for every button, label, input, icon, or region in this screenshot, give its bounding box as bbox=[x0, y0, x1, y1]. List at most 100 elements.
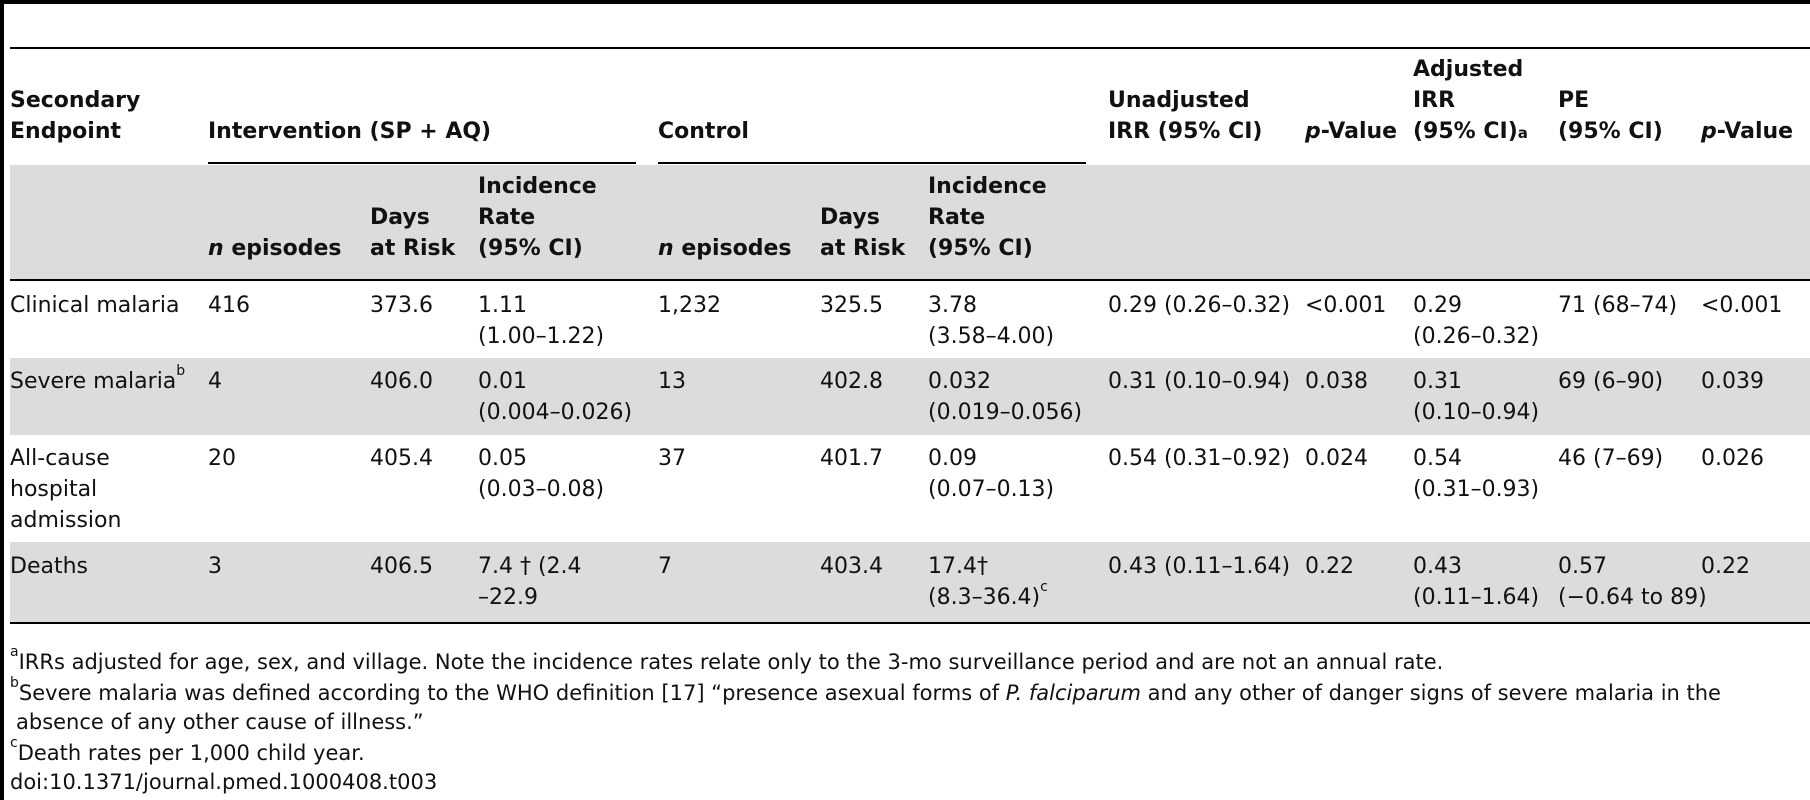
header-ctl-rate-line2: Rate bbox=[928, 205, 986, 230]
left-border bbox=[0, 0, 4, 800]
row2-adj-irr: 0.31 (0.10–0.94) bbox=[1413, 366, 1539, 428]
header-secondary-endpoint: Secondary Endpoint bbox=[10, 85, 140, 147]
doi-link[interactable]: doi:10.1371/journal.pmed.1000408.t003 bbox=[10, 770, 438, 794]
row4-int-days: 406.5 bbox=[370, 554, 433, 579]
row4-endpoint: Deaths bbox=[10, 554, 88, 579]
header-int-episodes: episodes bbox=[223, 236, 342, 261]
row4-pe-value: 0.57 bbox=[1558, 554, 1607, 579]
row4-ctl-days: 403.4 bbox=[820, 554, 883, 579]
header-bottom-rule bbox=[10, 279, 1810, 281]
subheader-shade bbox=[10, 165, 1810, 280]
footnote-c: cDeath rates per 1,000 child year. bbox=[10, 735, 365, 769]
row3-unadj-irr: 0.54 (0.31–0.92) bbox=[1108, 446, 1291, 471]
header-ctl-incidence-rate: Incidence Rate (95% CI) bbox=[928, 171, 1047, 264]
row2-int-rate-ci: (0.004–0.026) bbox=[478, 400, 633, 425]
footnote-b-text-2: and any other of danger signs of severe … bbox=[1140, 681, 1721, 705]
header-ctl-rate-line1: Incidence bbox=[928, 174, 1047, 199]
row4-pe-ci: (−0.64 to 89) bbox=[1558, 585, 1707, 610]
row2-adj-irr-value: 0.31 bbox=[1413, 369, 1462, 394]
row2-p-value-1: 0.038 bbox=[1305, 369, 1368, 394]
row4-p-value-2: 0.22 bbox=[1701, 554, 1750, 579]
row3-endpoint-line3: admission bbox=[10, 508, 122, 533]
header-ctl-episodes: episodes bbox=[673, 236, 792, 261]
header-unadjusted-irr-line1: Unadjusted bbox=[1108, 88, 1250, 113]
row4-ctl-rate-ci: (8.3–36.4)c bbox=[928, 579, 1048, 613]
header-ctl-n-episodes: n episodes bbox=[658, 233, 792, 264]
intervention-group-rule bbox=[208, 162, 636, 164]
row3-endpoint-line1: All-cause bbox=[10, 446, 110, 471]
header-ctl-days-line1: Days bbox=[820, 205, 880, 230]
row4-p-value-1: 0.22 bbox=[1305, 554, 1354, 579]
footnote-c-mark: c bbox=[10, 735, 18, 751]
row1-int-days: 373.6 bbox=[370, 293, 433, 318]
row1-adj-irr: 0.29 (0.26–0.32) bbox=[1413, 290, 1539, 352]
row1-p-value-2: <0.001 bbox=[1701, 293, 1783, 318]
row2-unadj-irr: 0.31 (0.10–0.94) bbox=[1108, 369, 1291, 394]
row2-adj-irr-ci: (0.10–0.94) bbox=[1413, 400, 1540, 425]
row3-ctl-rate-ci: (0.07–0.13) bbox=[928, 477, 1055, 502]
row3-pe: 46 (7–69) bbox=[1558, 446, 1664, 471]
row2-ctl-rate-value: 0.032 bbox=[928, 369, 991, 394]
header-adjusted-irr-line1: Adjusted bbox=[1413, 57, 1524, 82]
header-int-rate-line3: (95% CI) bbox=[478, 236, 583, 261]
table-bottom-rule bbox=[10, 622, 1810, 624]
row4-adj-irr: 0.43 (0.11–1.64) bbox=[1413, 551, 1539, 613]
row3-p-value-2: 0.026 bbox=[1701, 446, 1764, 471]
row2-int-days: 406.0 bbox=[370, 369, 433, 394]
header-ctl-days-at-risk: Days at Risk bbox=[820, 202, 905, 264]
row4-pe: 0.57 (−0.64 to 89) bbox=[1558, 551, 1707, 613]
row3-int-days: 405.4 bbox=[370, 446, 433, 471]
header-intervention-group: Intervention (SP + AQ) bbox=[208, 119, 492, 144]
footnote-c-text: Death rates per 1,000 child year. bbox=[17, 741, 365, 765]
row4-int-rate-ci: –22.9 bbox=[478, 585, 538, 610]
row4-int-n: 3 bbox=[208, 554, 222, 579]
row2-ctl-n: 13 bbox=[658, 369, 686, 394]
header-adjusted-irr-line3: (95% CI)a bbox=[1413, 116, 1528, 149]
row2-endpoint-note: b bbox=[176, 363, 186, 379]
header-pe-line2: (95% CI) bbox=[1558, 119, 1663, 144]
footnote-b-mark: b bbox=[10, 675, 19, 691]
row1-adj-irr-value: 0.29 bbox=[1413, 293, 1462, 318]
row3-adj-irr: 0.54 (0.31–0.93) bbox=[1413, 443, 1539, 505]
row3-ctl-n: 37 bbox=[658, 446, 686, 471]
row2-endpoint: Severe malariab bbox=[10, 363, 186, 397]
header-p-value-1: p-Value bbox=[1305, 116, 1397, 147]
header-int-days-at-risk: Days at Risk bbox=[370, 202, 455, 264]
header-int-incidence-rate: Incidence Rate (95% CI) bbox=[478, 171, 597, 264]
header-adjusted-irr-note: a bbox=[1517, 124, 1528, 142]
row4-ctl-rate: 17.4† (8.3–36.4)c bbox=[928, 551, 1048, 613]
row1-int-rate-value: 1.11 bbox=[478, 293, 527, 318]
header-int-days-line2: at Risk bbox=[370, 236, 456, 261]
row2-ctl-rate-ci: (0.019–0.056) bbox=[928, 400, 1083, 425]
footnote-a: aIRRs adjusted for age, sex, and village… bbox=[10, 644, 1443, 678]
row3-p-value-1: 0.024 bbox=[1305, 446, 1368, 471]
row1-ctl-rate-ci: (3.58–4.00) bbox=[928, 324, 1055, 349]
header-int-days-line1: Days bbox=[370, 205, 430, 230]
footnote-b: bSevere malaria was defined according to… bbox=[10, 675, 1721, 709]
row-shade-deaths bbox=[10, 542, 1810, 622]
footnote-a-mark: a bbox=[10, 644, 19, 660]
header-adjusted-irr: Adjusted IRR (95% CI)a bbox=[1413, 54, 1528, 149]
row1-int-n: 416 bbox=[208, 293, 250, 318]
footnote-b-text-italic: P. falciparum bbox=[1005, 681, 1141, 705]
row3-ctl-days: 401.7 bbox=[820, 446, 883, 471]
header-adjusted-irr-line2: IRR bbox=[1413, 88, 1456, 113]
header-p-value-1-p: p bbox=[1305, 119, 1321, 144]
header-unadjusted-irr: Unadjusted IRR (95% CI) bbox=[1108, 85, 1262, 147]
header-p-value-1-label: -Value bbox=[1320, 119, 1398, 144]
row3-adj-irr-ci: (0.31–0.93) bbox=[1413, 477, 1540, 502]
header-p-value-2-p: p bbox=[1701, 119, 1717, 144]
row2-endpoint-text: Severe malaria bbox=[10, 369, 177, 394]
top-border bbox=[0, 0, 1810, 4]
header-pe-line1: PE bbox=[1558, 88, 1590, 113]
header-unadjusted-irr-line2: IRR (95% CI) bbox=[1108, 119, 1263, 144]
row3-ctl-rate-value: 0.09 bbox=[928, 446, 977, 471]
row1-ctl-days: 325.5 bbox=[820, 293, 883, 318]
row4-ctl-rate-note: c bbox=[1040, 579, 1048, 595]
header-pe: PE (95% CI) bbox=[1558, 85, 1663, 147]
row1-p-value-1: <0.001 bbox=[1305, 293, 1387, 318]
row4-adj-irr-value: 0.43 bbox=[1413, 554, 1462, 579]
row1-int-rate-ci: (1.00–1.22) bbox=[478, 324, 605, 349]
row3-int-n: 20 bbox=[208, 446, 236, 471]
row4-ctl-n: 7 bbox=[658, 554, 672, 579]
